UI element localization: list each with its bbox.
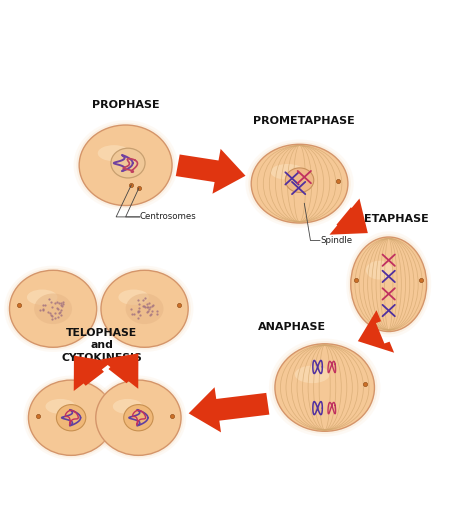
Ellipse shape [98,268,191,350]
Ellipse shape [73,120,178,210]
Ellipse shape [246,139,354,228]
Ellipse shape [269,339,381,436]
Text: PROPHASE: PROPHASE [92,100,159,110]
Ellipse shape [96,380,181,455]
Polygon shape [189,387,269,432]
Text: TELOPHASE
and
CYTOKINESIS: TELOPHASE and CYTOKINESIS [62,328,142,363]
Ellipse shape [272,341,377,434]
Ellipse shape [126,293,164,324]
Ellipse shape [28,380,114,455]
Polygon shape [358,310,394,353]
Ellipse shape [351,237,427,332]
Text: Spindle: Spindle [320,236,352,245]
Ellipse shape [118,290,149,305]
Ellipse shape [46,399,75,414]
Ellipse shape [26,378,116,457]
Ellipse shape [248,142,351,225]
Polygon shape [329,199,368,235]
Ellipse shape [96,266,193,352]
Ellipse shape [366,260,392,280]
Ellipse shape [27,290,57,305]
Ellipse shape [295,366,330,383]
Text: ANAPHASE: ANAPHASE [257,322,326,332]
Ellipse shape [23,376,119,460]
Polygon shape [100,353,138,389]
Polygon shape [74,356,112,391]
Text: CELL DIVISION: CELL DIVISION [129,5,345,31]
Ellipse shape [285,168,314,192]
Text: METAPHASE: METAPHASE [353,214,429,224]
Ellipse shape [111,148,145,178]
Ellipse shape [113,399,143,414]
Ellipse shape [271,164,304,180]
Ellipse shape [101,270,188,347]
Ellipse shape [98,145,130,161]
Ellipse shape [348,234,429,334]
Text: PROMETAPHASE: PROMETAPHASE [254,116,355,126]
Ellipse shape [34,293,72,324]
Text: (mitosis): (mitosis) [198,38,276,56]
Ellipse shape [76,123,175,208]
Text: ID 34760732 © Designua: ID 34760732 © Designua [349,506,465,516]
Ellipse shape [79,125,172,205]
Ellipse shape [275,344,374,431]
Ellipse shape [9,270,97,347]
Ellipse shape [93,378,183,457]
Polygon shape [176,149,246,194]
Text: Centrosomes: Centrosomes [140,212,197,222]
Ellipse shape [124,405,153,431]
Ellipse shape [7,268,100,350]
Ellipse shape [56,405,86,431]
Ellipse shape [91,376,186,460]
Text: dreamstime.com: dreamstime.com [9,506,86,516]
Ellipse shape [4,266,102,352]
Ellipse shape [346,232,431,337]
Ellipse shape [251,144,348,223]
